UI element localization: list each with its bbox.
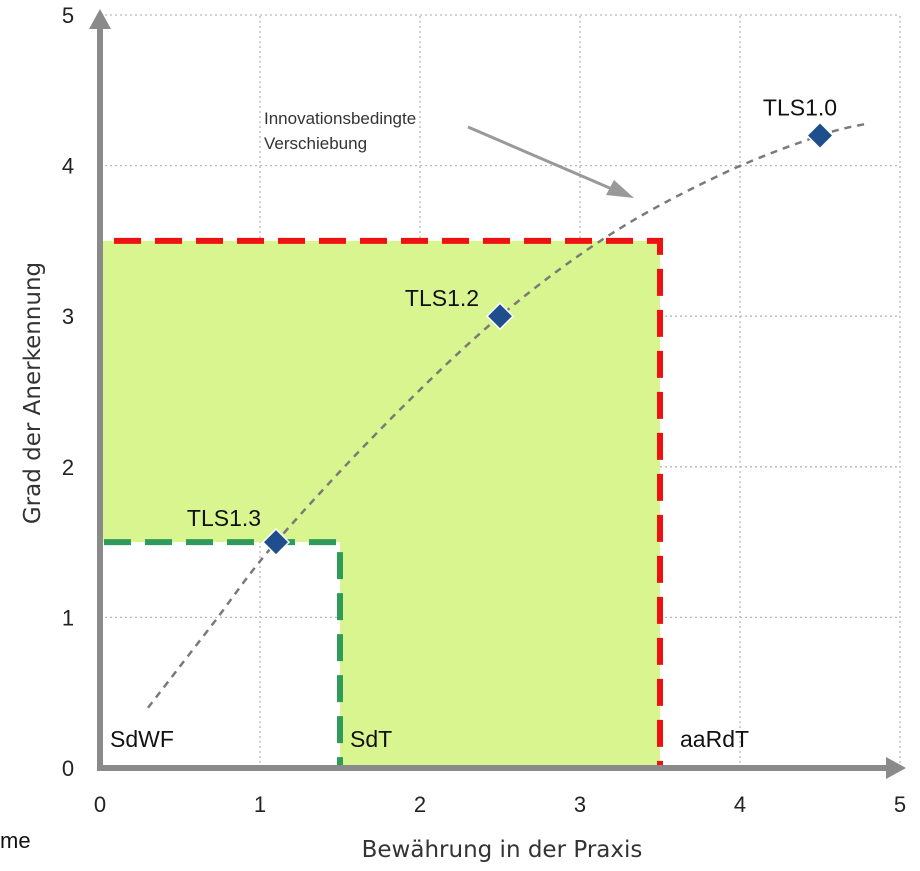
annotation-arrow-line [467, 125, 613, 191]
point-label-2: TLS1.0 [763, 94, 837, 120]
point-label-1: TLS1.2 [405, 285, 479, 311]
x-tick-label-0: 0 [94, 792, 106, 817]
y-tick-label-1: 1 [62, 605, 74, 630]
y-tick-label-5: 5 [62, 3, 74, 28]
region-label-sdt: SdT [350, 726, 392, 752]
y-axis-title: Grad der Anerkennung [20, 262, 46, 524]
tick-labels: 0 1 2 3 4 5 0 1 2 3 4 5 [62, 3, 906, 817]
trend-curve [147, 122, 869, 709]
data-point-2 [805, 121, 835, 150]
data-point-1 [485, 302, 515, 331]
point-label-0: TLS1.3 [187, 505, 261, 531]
data-point-0 [261, 528, 291, 557]
y-tick-label-3: 3 [62, 304, 74, 329]
x-tick-label-2: 2 [414, 792, 426, 817]
x-tick-label-5: 5 [894, 792, 906, 817]
y-tick-label-2: 2 [62, 455, 74, 480]
annotation-arrowhead [606, 180, 634, 198]
x-tick-label-3: 3 [574, 792, 586, 817]
region-border-sdwf [104, 539, 343, 768]
y-axis-arrow [89, 9, 111, 29]
region-label-sdwf: SdWF [110, 726, 174, 752]
data-points [261, 121, 835, 557]
regions [100, 237, 663, 768]
y-tick-label-0: 0 [62, 756, 74, 781]
labels: TLS1.3 TLS1.2 TLS1.0 SdWF SdT aaRdT [110, 94, 837, 752]
region-border-aardt [114, 237, 663, 768]
annotation-line-2: Verschiebung [264, 134, 367, 153]
x-tick-label-1: 1 [254, 792, 266, 817]
region-label-aardt: aaRdT [680, 726, 749, 752]
region-fill-sdwf [100, 542, 340, 768]
x-axis-arrow [886, 757, 906, 779]
x-axis-title: Bewährung in der Praxis [362, 837, 643, 863]
annotation-line-1: Innovationsbedingte [264, 109, 416, 128]
axes [89, 9, 906, 779]
x-tick-label-4: 4 [734, 792, 746, 817]
trend-curve-group [147, 122, 869, 709]
y-tick-label-4: 4 [62, 154, 74, 179]
stray-text: me [0, 828, 31, 853]
